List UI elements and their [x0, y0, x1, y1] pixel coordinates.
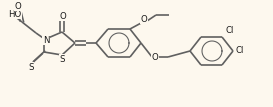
- Text: S: S: [28, 62, 34, 71]
- Text: O: O: [60, 11, 66, 21]
- Text: N: N: [43, 36, 49, 45]
- Text: HO: HO: [8, 10, 21, 19]
- Text: O: O: [15, 1, 21, 10]
- Text: O: O: [141, 15, 147, 24]
- Text: S: S: [59, 54, 65, 63]
- Text: O: O: [152, 53, 158, 62]
- Text: Cl: Cl: [226, 25, 235, 34]
- Text: Cl: Cl: [236, 45, 244, 54]
